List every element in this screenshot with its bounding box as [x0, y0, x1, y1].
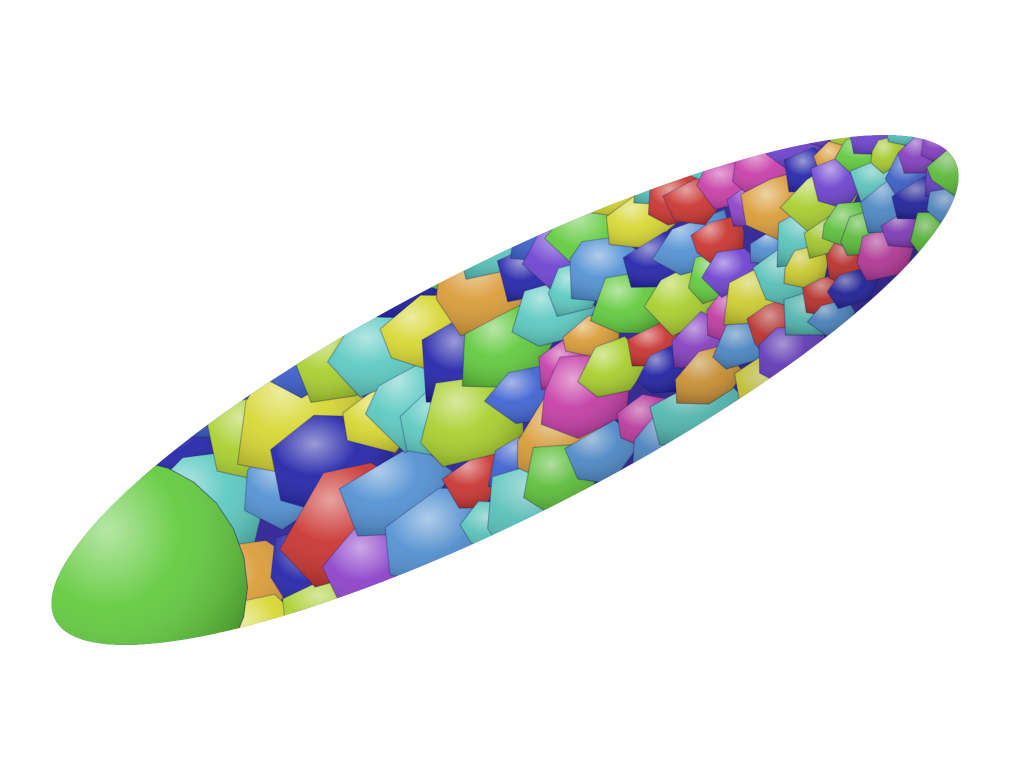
cell	[661, 131, 718, 176]
body-shading	[51, 135, 959, 645]
cell-highlight	[662, 132, 717, 176]
